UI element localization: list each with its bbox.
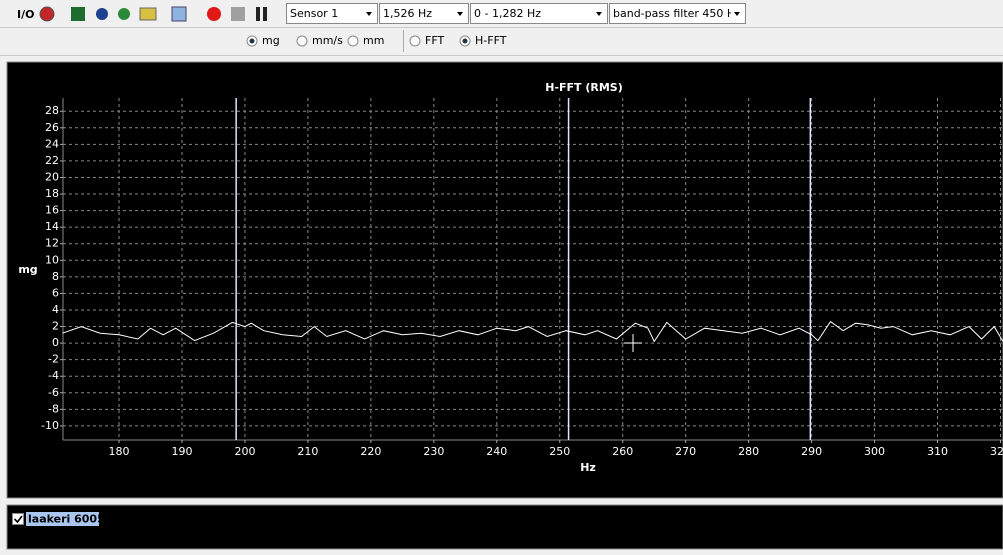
x-tick-label: 190 [171,445,192,458]
dropdown-arrow [596,12,602,16]
record-button[interactable] [207,7,221,21]
x-axis-label: Hz [580,461,596,474]
y-tick-label: 6 [52,286,59,299]
y-tick-label: 18 [45,187,59,200]
dropdown-arrow [457,12,463,16]
x-tick-label: 220 [360,445,381,458]
stop-button[interactable] [231,7,245,21]
x-tick-label: 260 [612,445,633,458]
x-tick-label: 210 [297,445,318,458]
y-tick-label: -10 [41,419,59,432]
dropdown[interactable] [379,3,469,24]
legend-panel [6,504,1003,550]
y-tick-label: 10 [45,253,59,266]
y-tick-label: 24 [45,137,59,150]
x-tick-label: 280 [738,445,759,458]
dropdown-value: 0 - 1,282 Hz [474,7,541,20]
x-tick-label: 320 [990,445,1003,458]
radio-label: H-FFT [475,34,507,47]
radio-label: mm [363,34,384,47]
x-tick-label: 290 [801,445,822,458]
dropdown[interactable] [286,3,378,24]
radio[interactable] [296,35,308,47]
radio-groups: mg mm/s mm FFT H-FFT [246,34,507,47]
x-tick-label: 270 [675,445,696,458]
pause-button[interactable] [263,7,267,21]
dropdown-value: 1,526 Hz [383,7,432,20]
connect-icon[interactable] [39,6,55,22]
plot-panel [6,61,1003,499]
dropdown-arrow [734,12,740,16]
y-tick-label: -6 [48,386,59,399]
y-tick-label: 22 [45,154,59,167]
check-mark [13,515,23,524]
dropdown-value: Sensor 1 [290,7,338,20]
radio[interactable] [409,35,421,47]
x-tick-label: 240 [486,445,507,458]
x-tick-label: 300 [864,445,885,458]
dropdown[interactable] [609,3,746,24]
y-tick-label: 26 [45,121,59,134]
chart-title: H-FFT (RMS) [545,81,623,94]
y-tick-label: 14 [45,220,59,233]
icon[interactable] [96,8,108,20]
radio-dot [249,38,255,44]
y-tick-label: 8 [52,270,59,283]
dropdown[interactable] [470,3,608,24]
radio-dot [462,38,468,44]
y-axis-label: mg [18,263,37,276]
y-tick-label: 20 [45,170,59,183]
legend-label[interactable]: laakeri 6005 [28,513,105,526]
pause-button[interactable] [256,7,260,21]
icon[interactable] [118,8,130,20]
y-tick-label: -4 [48,369,59,382]
dropdowns: Sensor 1 1,526 Hz 0 - 1,282 Hz band-pass fi… [286,3,751,24]
radio[interactable] [347,35,359,47]
y-tick-label: -2 [48,353,59,366]
io-button[interactable]: I/O [17,8,34,21]
radio-label: FFT [425,34,444,47]
icon[interactable] [171,6,187,22]
dropdown-arrow [366,12,372,16]
radio-label: mg [262,34,280,47]
x-tick-label: 250 [549,445,570,458]
x-tick-label: 310 [927,445,948,458]
y-tick-label: 12 [45,237,59,250]
y-tick-label: 16 [45,204,59,217]
icon[interactable] [71,7,85,21]
data-line [62,320,1003,343]
y-tick-label: -8 [48,402,59,415]
x-tick-label: 230 [423,445,444,458]
radio-label: mm/s [312,34,343,47]
y-tick-label: 2 [52,320,59,333]
icon[interactable] [139,7,157,21]
dropdown-value: band-pass filter 450 Hz 5 [613,7,751,20]
x-tick-label: 180 [109,445,130,458]
y-tick-label: 4 [52,303,59,316]
legend-checkbox[interactable] [12,513,24,525]
y-tick-label: 0 [52,336,59,349]
legend-highlight [26,512,99,526]
x-tick-label: 200 [234,445,255,458]
y-tick-label: 28 [45,104,59,117]
plot: H-FFT (RMS)Hzmg-10-8-6-4-202468101214161… [18,81,1003,474]
